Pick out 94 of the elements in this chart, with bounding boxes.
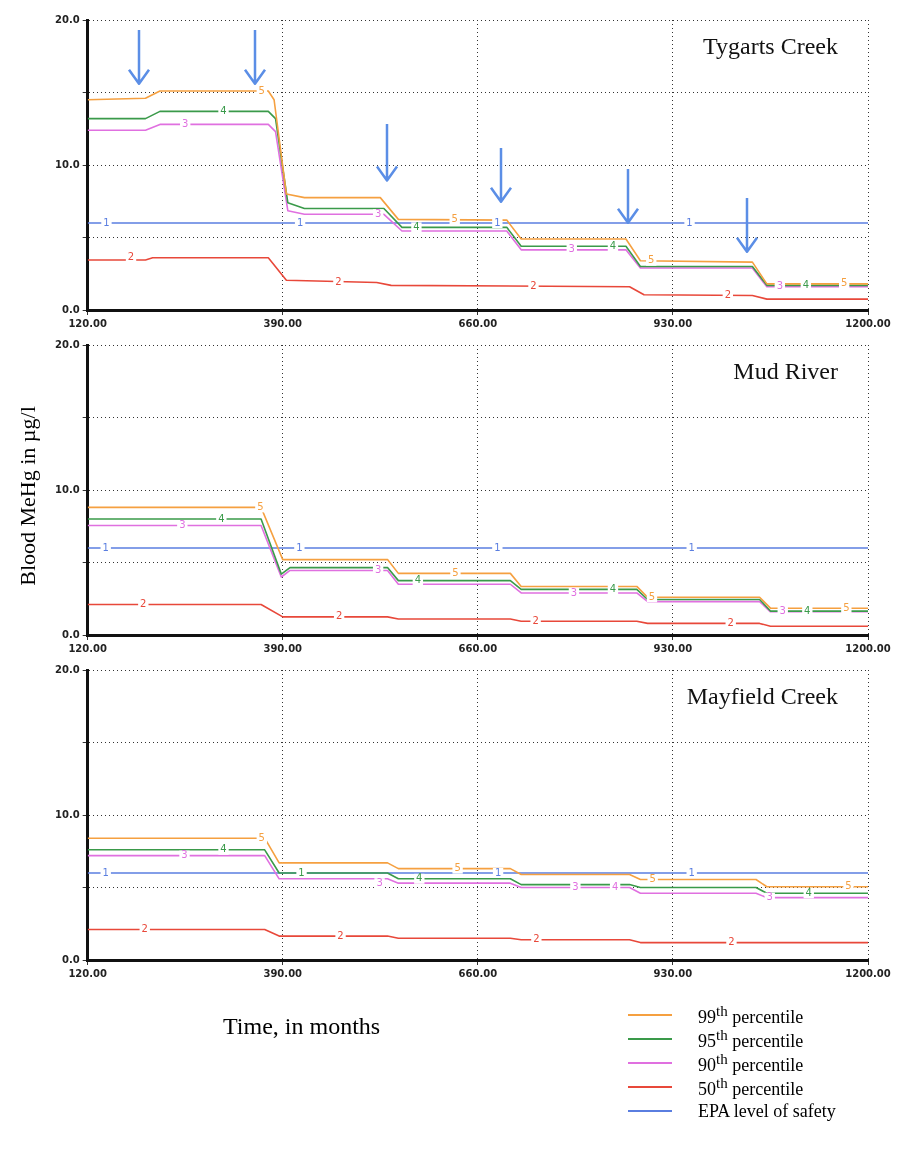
y-tick-label: 20.0 (54, 338, 80, 350)
legend-label: EPA level of safety (698, 1100, 836, 1122)
annotation: 4 (414, 574, 422, 586)
annotation: 3 (181, 849, 188, 861)
annotation: 5 (257, 500, 264, 512)
x-tick-label: 660.00 (458, 967, 498, 979)
annotation: 1 (494, 541, 501, 553)
legend-label: 95$^{th}$ percentile (698, 1026, 804, 1052)
annotation: 2 (724, 289, 732, 301)
x-tick-label: 1200.00 (845, 967, 891, 979)
annotation: 2 (335, 276, 342, 288)
annotation: 1 (103, 216, 110, 228)
annotation: 5 (452, 566, 459, 578)
annotation: 3 (572, 881, 579, 893)
x-tick-label: 120.00 (68, 317, 108, 329)
y-tick-label: 0.0 (61, 953, 80, 965)
annotation: 2 (530, 280, 537, 292)
annotation: 3 (779, 605, 786, 617)
annotation: 3 (374, 207, 382, 219)
annotation: 5 (454, 862, 461, 874)
text: Mayfield Creek (686, 683, 838, 710)
annotation: 3 (179, 519, 186, 531)
annotation: 3 (570, 586, 578, 598)
x-tick-label: 660.00 (458, 317, 498, 329)
legend-label: 90$^{th}$ percentile (698, 1050, 804, 1076)
annotation: 3 (776, 280, 784, 292)
annotation: 4 (611, 881, 619, 893)
annotation: 3 (182, 117, 189, 129)
y-axis-title: Blood MeHg in µg/l (15, 405, 41, 586)
annotation: 4 (218, 512, 225, 524)
annotation: 1 (298, 866, 305, 878)
annotation: 1 (688, 866, 695, 878)
annotation: 2 (337, 929, 344, 941)
x-tick-label: 660.00 (458, 642, 498, 654)
annotation: 1 (296, 541, 303, 553)
annotation: 5 (258, 831, 265, 843)
annotation: 4 (609, 582, 617, 594)
annotation: 3 (376, 876, 383, 888)
annotation: 5 (258, 84, 265, 96)
annotation: 4 (802, 278, 810, 290)
annotation: 3 (766, 891, 773, 903)
x-tick-label: 930.00 (653, 642, 693, 654)
annotation: 5 (648, 254, 655, 266)
annotation: 2 (127, 251, 135, 263)
legend-label: 99$^{th}$ percentile (698, 1002, 804, 1028)
annotation: 4 (413, 220, 420, 232)
x-tick-label: 120.00 (68, 642, 108, 654)
annotation: 1 (296, 216, 304, 228)
annotation: 1 (102, 866, 109, 878)
annotation: 2 (728, 936, 735, 948)
x-tick-label: 120.00 (68, 967, 108, 979)
annotation: 4 (416, 872, 423, 884)
y-tick-label: 0.0 (61, 303, 80, 315)
annotation: 1 (686, 216, 693, 228)
annotation: 5 (649, 873, 656, 885)
annotation: 2 (533, 933, 540, 945)
annotation: 4 (804, 604, 811, 616)
x-tick-label: 930.00 (653, 967, 693, 979)
annotation: 1 (494, 866, 502, 878)
text: Mud River (733, 358, 838, 385)
annotation: 4 (220, 843, 227, 855)
annotation: 5 (845, 880, 852, 892)
y-tick-label: 20.0 (54, 13, 80, 25)
annotation: 2 (727, 616, 734, 628)
y-tick-label: 10.0 (54, 158, 80, 170)
annotation: 5 (451, 212, 458, 224)
annotation: 4 (220, 104, 227, 116)
x-axis-title: Time, in months (223, 1013, 381, 1040)
annotation: 2 (335, 610, 343, 622)
annotation: 1 (494, 216, 501, 228)
legend-label: 50$^{th}$ percentile (698, 1074, 804, 1100)
x-tick-label: 1200.00 (845, 317, 891, 329)
y-tick-label: 20.0 (54, 663, 80, 675)
y-tick-label: 10.0 (54, 483, 80, 495)
annotation: 2 (532, 614, 539, 626)
x-tick-label: 930.00 (653, 317, 693, 329)
text: Tygarts Creek (703, 33, 838, 60)
x-tick-label: 1200.00 (845, 642, 891, 654)
annotation: 3 (374, 564, 382, 576)
annotation: 1 (102, 541, 109, 553)
x-tick-label: 390.00 (263, 967, 303, 979)
annotation: 4 (805, 886, 812, 898)
annotation: 5 (843, 601, 850, 613)
annotation: 2 (141, 923, 148, 935)
annotation: 5 (840, 277, 848, 289)
y-tick-label: 0.0 (61, 628, 80, 640)
annotation: 3 (568, 243, 575, 255)
annotation: 2 (140, 598, 147, 610)
x-tick-label: 390.00 (263, 642, 303, 654)
annotation: 4 (609, 239, 617, 251)
x-tick-label: 390.00 (263, 317, 303, 329)
annotation: 1 (688, 541, 695, 553)
y-tick-label: 10.0 (54, 808, 80, 820)
annotation: 5 (648, 590, 656, 602)
